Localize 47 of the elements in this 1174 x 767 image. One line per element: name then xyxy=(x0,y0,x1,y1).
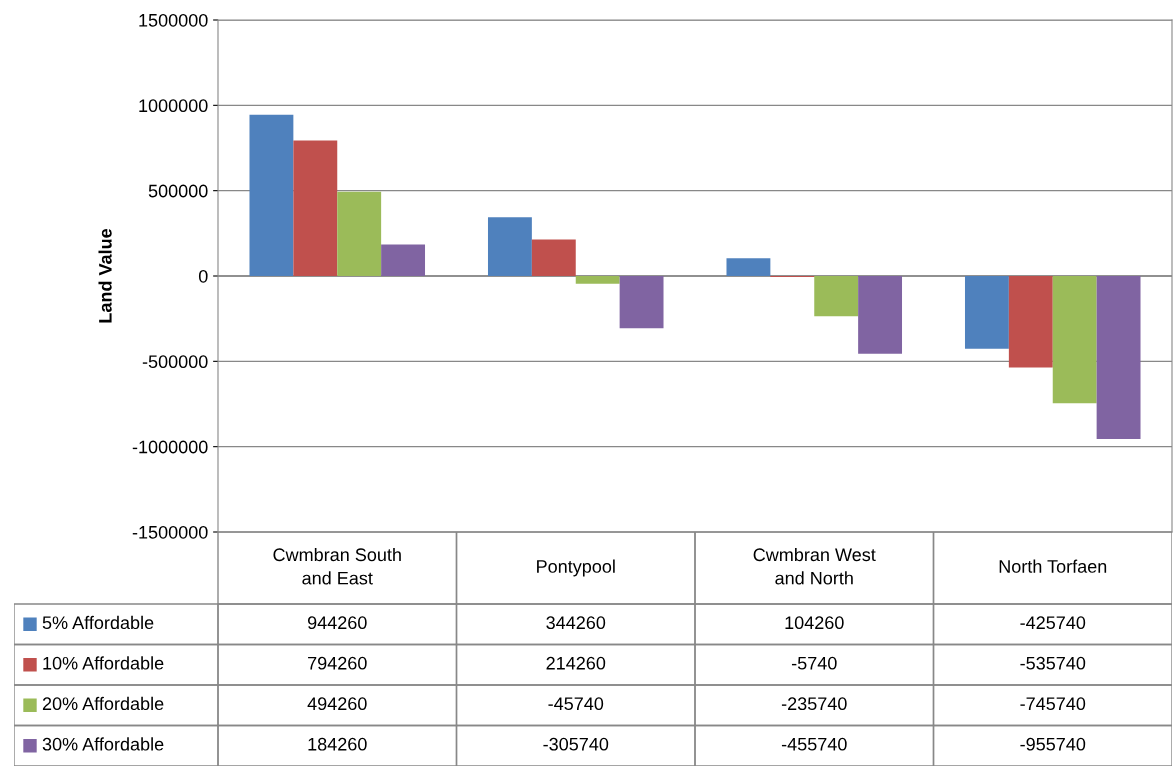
x-tick-label: Cwmbran South and East xyxy=(273,547,401,585)
bar xyxy=(964,276,1009,349)
y-tick-label: 0 xyxy=(198,269,208,283)
bar xyxy=(531,239,576,276)
bar xyxy=(1008,276,1053,368)
bar xyxy=(575,276,620,284)
data-label: 344260 xyxy=(546,616,606,630)
bar xyxy=(1052,276,1097,404)
y-tick-label: -1500000 xyxy=(132,525,208,539)
bar xyxy=(381,244,426,276)
data-label: 494260 xyxy=(307,697,367,711)
bar xyxy=(293,140,338,276)
bar xyxy=(619,276,664,329)
data-label: -955740 xyxy=(1020,737,1086,751)
bar xyxy=(249,114,294,276)
data-label: -455740 xyxy=(781,737,847,751)
x-tick-label: Cwmbran West and North xyxy=(753,547,876,585)
y-tick-label: -500000 xyxy=(142,355,208,369)
data-label: -45740 xyxy=(548,697,604,711)
data-label: 944260 xyxy=(307,616,367,630)
x-tick-label: North Torfaen xyxy=(999,559,1107,573)
legend-label: 10% Affordable xyxy=(43,656,164,670)
legend-label: 20% Affordable xyxy=(42,696,164,711)
legend-label: 30% Affordable xyxy=(42,737,164,751)
bar xyxy=(1096,276,1141,440)
y-axis-title: Land Value xyxy=(98,228,112,323)
data-label: -425740 xyxy=(1020,616,1086,630)
legend-label: 5% Affordable xyxy=(42,615,154,630)
data-label: 214260 xyxy=(546,656,606,670)
data-label: -745740 xyxy=(1020,697,1086,711)
data-label: 794260 xyxy=(308,656,367,670)
bar xyxy=(858,276,903,354)
data-label: -235740 xyxy=(781,697,847,711)
bar xyxy=(337,191,382,276)
data-label: -5740 xyxy=(791,656,837,670)
data-label: 184260 xyxy=(308,737,367,751)
data-label: -535740 xyxy=(1020,656,1086,670)
y-tick-label: 1500000 xyxy=(139,13,208,27)
data-label: -305740 xyxy=(543,737,609,751)
data-label: 104260 xyxy=(785,616,844,630)
x-tick-label: Pontypool xyxy=(537,559,615,577)
bar xyxy=(487,217,532,276)
y-tick-label: -1000000 xyxy=(132,440,208,454)
y-tick-label: 500000 xyxy=(148,184,208,198)
bar xyxy=(814,276,859,317)
y-tick-label: 1000000 xyxy=(139,99,208,113)
bar xyxy=(726,258,771,276)
